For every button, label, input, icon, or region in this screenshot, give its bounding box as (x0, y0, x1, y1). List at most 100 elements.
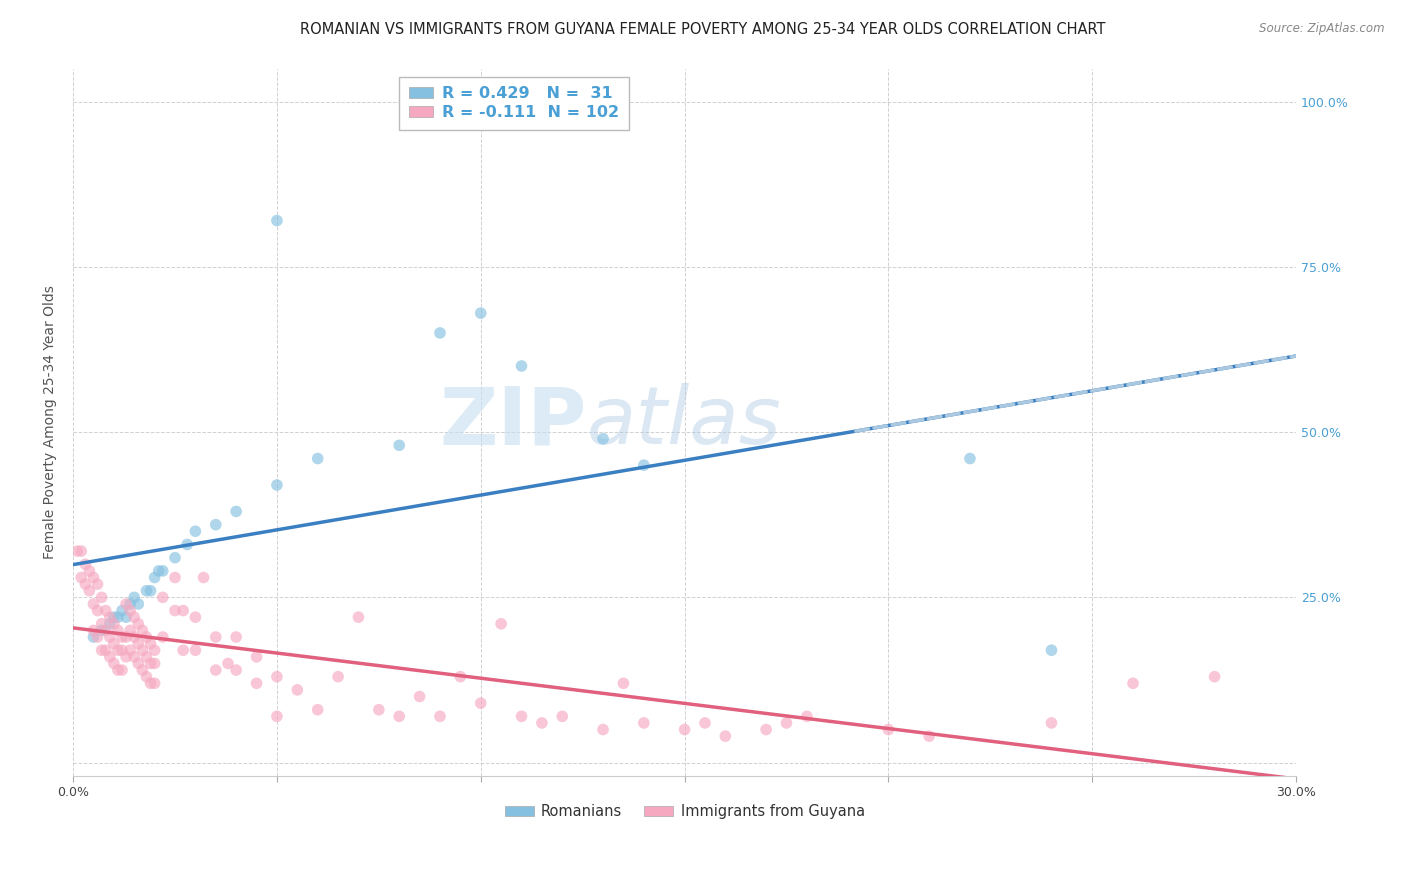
Point (122, 610, 145, 624)
Point (429, 709, 451, 723)
Point (98, 616, 121, 631)
Point (592, 723, 614, 737)
Point (163, 550, 186, 565)
Point (184, 643, 207, 657)
Point (245, 676, 267, 690)
Point (135, 630, 157, 644)
Point (131, 624, 153, 638)
Point (470, 696, 492, 710)
Point (94, 624, 117, 638)
Y-axis label: Female Poverty Among 25-34 Year Olds: Female Poverty Among 25-34 Year Olds (44, 285, 58, 559)
Point (148, 564, 170, 578)
Point (86, 577, 108, 591)
Point (184, 524, 207, 539)
Point (163, 603, 186, 617)
Point (86, 630, 108, 644)
Point (530, 715, 553, 730)
Point (115, 597, 138, 611)
Point (107, 624, 129, 638)
Point (127, 637, 149, 651)
Point (408, 690, 430, 704)
Point (326, 670, 349, 684)
Point (90, 591, 112, 605)
Point (225, 630, 247, 644)
Point (111, 663, 134, 677)
Point (111, 643, 134, 657)
Point (217, 657, 239, 671)
Point (86, 603, 108, 617)
Point (673, 723, 696, 737)
Point (131, 643, 153, 657)
Point (551, 709, 574, 723)
Point (139, 676, 162, 690)
Point (98, 610, 121, 624)
Point (70, 544, 93, 558)
Point (143, 657, 166, 671)
Point (90, 643, 112, 657)
Point (127, 616, 149, 631)
Point (103, 610, 125, 624)
Point (75, 577, 97, 591)
Point (367, 703, 389, 717)
Point (1040, 643, 1063, 657)
Point (266, 709, 288, 723)
Point (429, 326, 451, 340)
Point (120, 624, 142, 638)
Point (82, 624, 104, 638)
Point (204, 630, 226, 644)
Point (90, 624, 112, 638)
Point (1204, 670, 1226, 684)
Point (510, 709, 533, 723)
Point (918, 729, 941, 743)
Point (115, 649, 138, 664)
Point (1040, 715, 1063, 730)
Point (90, 616, 112, 631)
Point (111, 630, 134, 644)
Point (152, 630, 174, 644)
Point (266, 670, 288, 684)
Point (388, 709, 411, 723)
Point (135, 649, 157, 664)
Point (98, 649, 121, 664)
Point (66, 544, 89, 558)
Point (775, 715, 797, 730)
Point (94, 603, 117, 617)
Point (510, 359, 533, 373)
Point (127, 597, 149, 611)
Text: ROMANIAN VS IMMIGRANTS FROM GUYANA FEMALE POVERTY AMONG 25-34 YEAR OLDS CORRELAT: ROMANIAN VS IMMIGRANTS FROM GUYANA FEMAL… (301, 22, 1105, 37)
Point (193, 570, 215, 584)
Point (755, 723, 778, 737)
Point (266, 478, 288, 492)
Point (143, 643, 166, 657)
Point (139, 583, 162, 598)
Point (266, 213, 288, 227)
Point (131, 663, 153, 677)
Text: ZIP: ZIP (440, 384, 586, 461)
Point (796, 709, 818, 723)
Point (82, 630, 104, 644)
Point (139, 637, 162, 651)
Point (139, 657, 162, 671)
Point (103, 637, 125, 651)
Point (877, 723, 900, 737)
Point (79, 583, 101, 598)
Point (70, 570, 93, 584)
Point (172, 643, 194, 657)
Point (122, 630, 145, 644)
Point (98, 630, 121, 644)
Point (612, 676, 634, 690)
Point (307, 451, 329, 466)
Point (135, 583, 157, 598)
Point (103, 616, 125, 631)
Point (122, 649, 145, 664)
Point (307, 703, 329, 717)
Point (82, 597, 104, 611)
Point (225, 663, 247, 677)
Point (204, 663, 226, 677)
Point (633, 458, 655, 472)
Point (388, 438, 411, 452)
Point (347, 610, 370, 624)
Point (107, 643, 129, 657)
Point (592, 432, 614, 446)
Point (184, 610, 207, 624)
